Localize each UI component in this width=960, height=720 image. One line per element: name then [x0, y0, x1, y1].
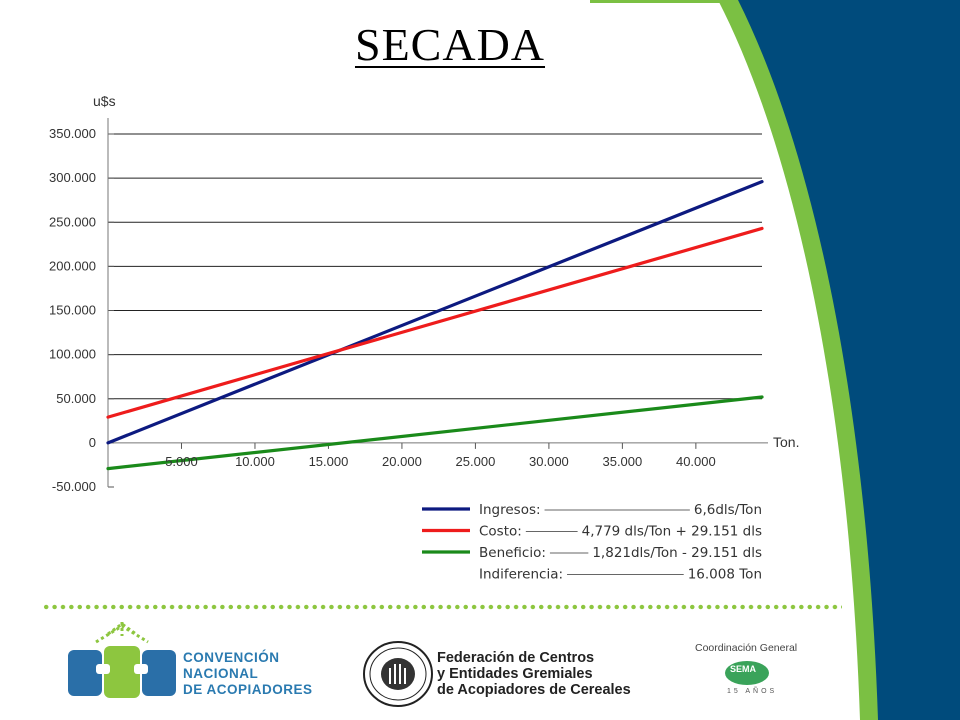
y-axis-label: u$s [93, 93, 116, 109]
tick-labels: 350.000 300.000 250.000 200.000 150.000 100.0… [49, 126, 716, 494]
legend-formula: 6,6dls/Ton [694, 502, 762, 518]
y-tick-label: 100.000 [49, 347, 96, 362]
federacion-line-2: y Entidades Gremiales [437, 666, 593, 682]
legend-label: Ingresos: [479, 502, 541, 518]
sema-logo-name: SEMA [730, 664, 757, 674]
federacion-logo-text: Federación de Centros y Entidades Gremia… [437, 650, 631, 698]
x-tick-label: 40.000 [676, 454, 716, 469]
series-line-beneficio [106, 395, 764, 471]
y-tick-label: 200.000 [49, 258, 96, 273]
series-line-ingresos [106, 180, 764, 445]
legend-formula: 1,821dls/Ton - 29.151 dls [592, 545, 762, 561]
slide-title: SECADA [354, 19, 546, 70]
y-tick-label: 250.000 [49, 214, 96, 229]
convencion-logo-icon [68, 622, 176, 698]
convencion-line-2: NACIONAL [183, 666, 259, 681]
legend-formula: 16.008 Ton [688, 567, 762, 583]
y-tick-label: -50.000 [52, 479, 96, 494]
convencion-line-3: DE ACOPIADORES [183, 682, 313, 697]
y-tick-label: 0 [89, 435, 96, 450]
convencion-logo-text: CONVENCIÓN NACIONAL DE ACOPIADORES [183, 650, 313, 698]
footer-dotted-divider [42, 604, 842, 610]
coordinacion-label: Coordinación General [695, 642, 798, 654]
y-tick-label: 350.000 [49, 126, 96, 141]
legend-label: Costo: [479, 524, 522, 540]
x-tick-label: 25.000 [456, 454, 496, 469]
legend-label: Indiferencia: [479, 567, 563, 583]
x-tick-label: 10.000 [235, 454, 275, 469]
x-tick-label: 30.000 [529, 454, 569, 469]
legend-label: Beneficio: [479, 545, 546, 561]
chart-axes [107, 118, 768, 488]
legend-formula: 4,779 dls/Ton + 29.151 dls [582, 524, 762, 540]
y-tick-label: 300.000 [49, 170, 96, 185]
x-tick-label: 35.000 [602, 454, 642, 469]
y-tick-label: 150.000 [49, 303, 96, 318]
x-tick-label: 5.000 [165, 454, 198, 469]
x-axis-label: Ton. [773, 434, 799, 450]
chart-legend: Ingresos: 6,6dls/Ton Costo: 4,779 dls/Ton +… [422, 502, 762, 583]
federacion-line-3: de Acopiadores de Cereales [437, 682, 631, 698]
federacion-seal-icon [363, 641, 433, 707]
sema-logo-years: 15 AÑOS [727, 688, 778, 695]
sema-logo-icon [725, 661, 769, 685]
grid-lines [108, 133, 762, 400]
x-tick-label: 20.000 [382, 454, 422, 469]
navy-band [738, 0, 960, 720]
y-tick-label: 50.000 [56, 391, 96, 406]
x-tick-label: 15.000 [309, 454, 349, 469]
green-band-top [590, 0, 735, 3]
series-lines [106, 180, 764, 471]
series-line-costo [106, 226, 764, 419]
convencion-line-1: CONVENCIÓN [183, 650, 280, 665]
federacion-line-1: Federación de Centros [437, 650, 595, 666]
